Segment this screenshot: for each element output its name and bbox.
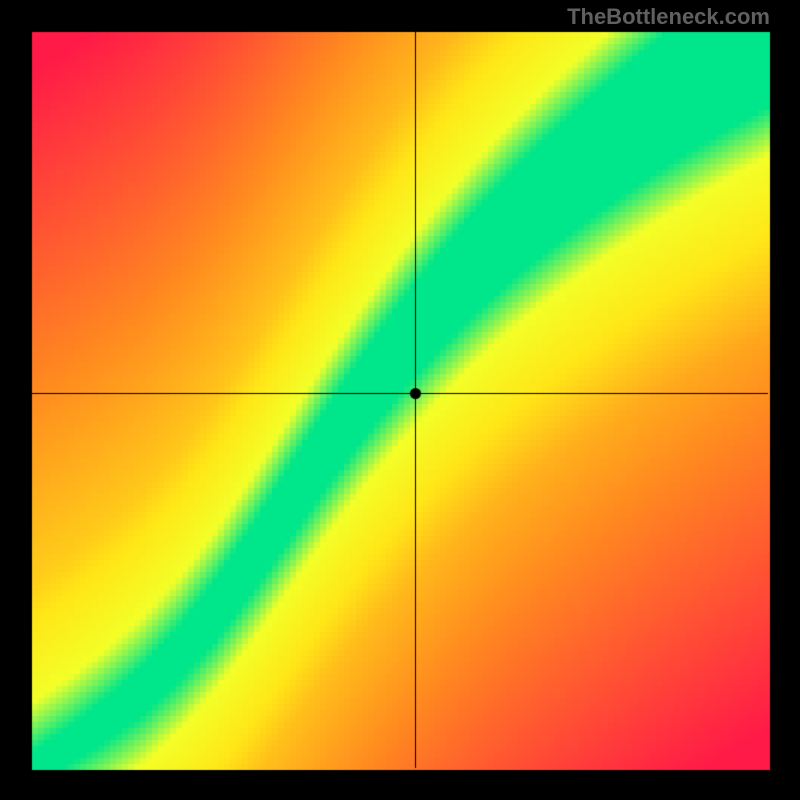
watermark-text: TheBottleneck.com xyxy=(567,4,770,30)
chart-container: TheBottleneck.com xyxy=(0,0,800,800)
bottleneck-heatmap-canvas xyxy=(0,0,800,800)
